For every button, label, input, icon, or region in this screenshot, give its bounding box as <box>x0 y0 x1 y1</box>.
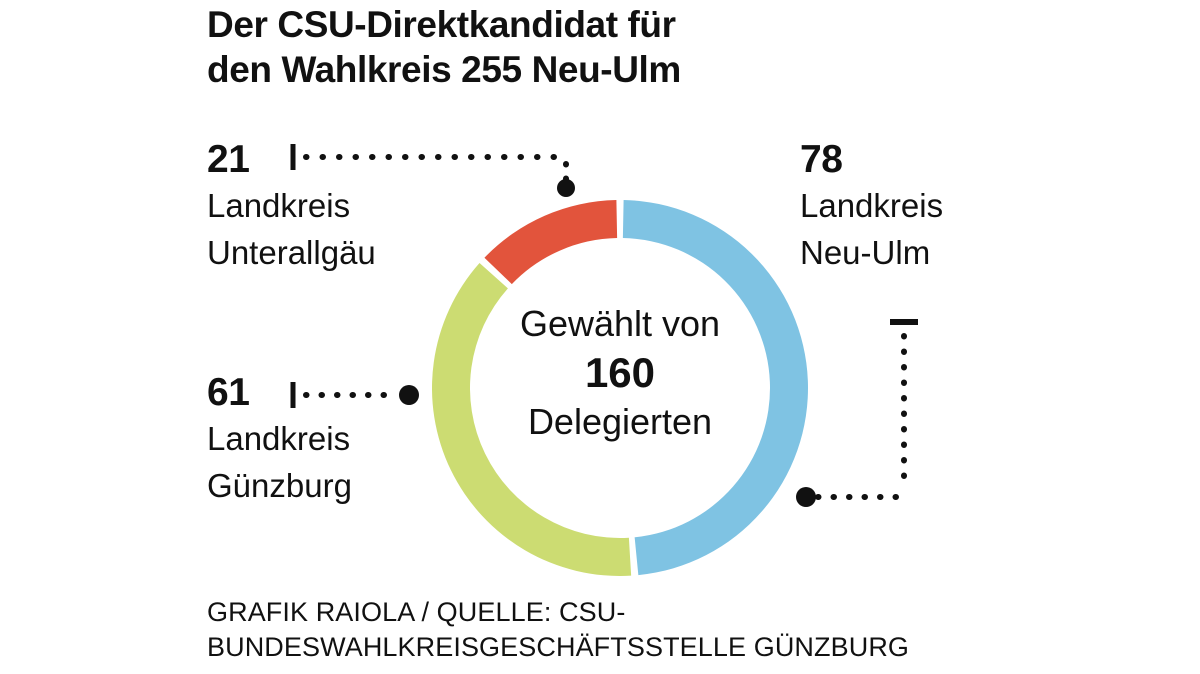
credit-line-1: GRAFIK RAIOLA / QUELLE: CSU- <box>207 597 626 627</box>
donut-segment <box>622 200 808 576</box>
callout-value-neuulm: 78 <box>800 138 843 181</box>
callout-neuulm: 78 Landkreis Neu-Ulm <box>800 140 943 273</box>
title-line-1: Der CSU-Direktkandidat für <box>207 4 676 45</box>
center-bottom-label: Delegierten <box>527 400 713 442</box>
callout-value-guenzburg: 61 <box>207 371 250 414</box>
callout-label-neuulm-line-1: Landkreis <box>800 187 944 224</box>
callout-label-unterallgaeu-line-2: Unterallgäu <box>207 233 376 271</box>
callout-label-neuulm-line-2: Neu-Ulm <box>800 233 931 271</box>
callout-label-guenzburg-line-2: Günzburg <box>207 466 352 504</box>
donut-chart-svg <box>432 200 808 576</box>
leader-neuulm <box>796 319 918 507</box>
source-credit: GRAFIK RAIOLA / QUELLE: CSU- BUNDESWAHLK… <box>207 595 1027 664</box>
page-title: Der CSU-Direktkandidat für den Wahlkreis… <box>207 2 907 92</box>
donut-center-text: Gewählt von 160 Delegierten <box>470 303 770 443</box>
donut-chart <box>432 200 808 576</box>
center-total-value: 160 <box>584 349 656 397</box>
callout-label-guenzburg-line-1: Landkreis <box>207 420 351 457</box>
callout-label-unterallgaeu-line-1: Landkreis <box>207 187 351 224</box>
donut-segment <box>484 200 618 285</box>
callout-value-unterallgaeu: 21 <box>207 138 250 181</box>
credit-line-2: BUNDESWAHLKREISGESCHÄFTSSTELLE GÜNZBURG <box>207 631 910 662</box>
callout-unterallgaeu: 21 Landkreis Unterallgäu <box>207 140 376 273</box>
callout-guenzburg: 61 Landkreis Günzburg <box>207 373 352 506</box>
leader-endpoint-guenzburg <box>399 385 419 405</box>
center-top-label: Gewählt von <box>519 303 721 344</box>
leader-endpoint-unterallgaeu <box>557 179 575 197</box>
title-line-2: den Wahlkreis 255 Neu-Ulm <box>207 49 681 91</box>
donut-segment <box>432 263 632 576</box>
